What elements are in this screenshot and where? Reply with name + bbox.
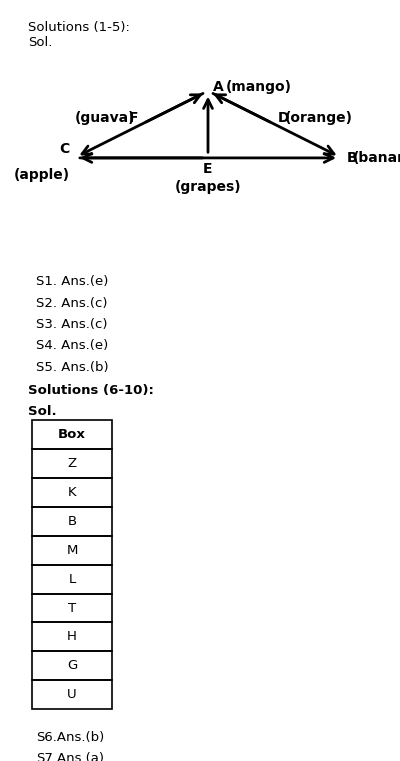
- Text: Sol.: Sol.: [28, 405, 57, 418]
- Text: Z: Z: [68, 457, 76, 470]
- Text: B: B: [346, 151, 357, 165]
- Text: (grapes): (grapes): [175, 180, 241, 194]
- Text: S5. Ans.(b): S5. Ans.(b): [36, 361, 109, 374]
- Text: F: F: [128, 111, 138, 126]
- Text: K: K: [68, 486, 76, 499]
- Text: E: E: [203, 162, 213, 177]
- Text: Box: Box: [58, 428, 86, 441]
- Text: (orange): (orange): [284, 111, 352, 126]
- Text: S2. Ans.(c): S2. Ans.(c): [36, 297, 108, 310]
- Text: Solutions (6-10):: Solutions (6-10):: [28, 384, 154, 397]
- Text: M: M: [66, 543, 78, 557]
- Text: A: A: [213, 80, 224, 94]
- Text: (apple): (apple): [13, 167, 70, 182]
- Text: T: T: [68, 601, 76, 615]
- Text: S7.Ans.(a): S7.Ans.(a): [36, 752, 104, 761]
- Text: U: U: [67, 688, 77, 702]
- Text: G: G: [67, 659, 77, 673]
- Text: (banana): (banana): [353, 151, 400, 165]
- Text: B: B: [68, 514, 76, 528]
- Text: H: H: [67, 630, 77, 644]
- Text: (guava): (guava): [75, 111, 135, 126]
- Text: S4. Ans.(e): S4. Ans.(e): [36, 339, 108, 352]
- Text: C: C: [59, 142, 70, 156]
- Text: S3. Ans.(c): S3. Ans.(c): [36, 318, 108, 331]
- Text: Sol.: Sol.: [28, 36, 52, 49]
- Text: (mango): (mango): [226, 80, 292, 94]
- Text: D: D: [278, 111, 290, 126]
- Text: S6.Ans.(b): S6.Ans.(b): [36, 731, 104, 743]
- Text: Solutions (1-5):: Solutions (1-5):: [28, 21, 130, 34]
- Text: S1. Ans.(e): S1. Ans.(e): [36, 275, 108, 288]
- Text: L: L: [68, 572, 76, 586]
